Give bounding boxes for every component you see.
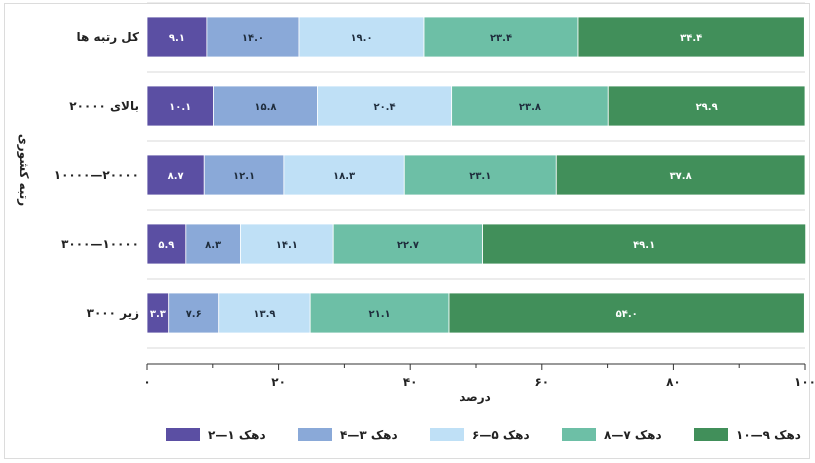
- data-label: ۲۲.۷: [397, 240, 419, 251]
- data-label: ۵۴.۰: [616, 309, 638, 320]
- legend-swatch: [298, 428, 332, 441]
- bar-segment: [298, 16, 425, 58]
- x-axis-title: درصد: [459, 390, 491, 404]
- tick-label: ۴۰: [403, 375, 418, 389]
- data-label: ۱۴.۱: [276, 240, 298, 251]
- bar-segment: [218, 292, 311, 334]
- data-label: ۹.۱: [169, 33, 185, 44]
- bar-segment: [146, 85, 214, 127]
- data-label: ۱۳.۹: [253, 309, 275, 320]
- legend-swatch: [694, 428, 728, 441]
- category-label: ۳۰۰۰—۱۰۰۰۰: [61, 237, 139, 251]
- bar-segment: [423, 16, 579, 58]
- tick-label: ۲۰: [271, 375, 286, 389]
- data-label: ۵.۹: [158, 240, 174, 251]
- tick-label: ۶۰: [534, 375, 549, 389]
- data-label: ۱۸.۳: [333, 171, 355, 182]
- tick-label: ۰: [143, 375, 150, 389]
- legend-label: دهک ۷—۸: [604, 428, 662, 442]
- legend-label: دهک ۹—۱۰: [736, 428, 801, 442]
- bar-segment: [451, 85, 609, 127]
- bar-segment: [146, 223, 187, 265]
- data-label: ۱۰.۱: [169, 102, 191, 113]
- legend-label: دهک ۵—۶: [472, 428, 530, 442]
- category-label: ۱۰۰۰۰—۲۰۰۰۰: [54, 168, 139, 182]
- bar-segment: [317, 85, 453, 127]
- category-label: بالای ۲۰۰۰۰: [69, 99, 139, 113]
- data-label: ۲۳.۸: [519, 102, 541, 113]
- category-label: کل رتبه ها: [77, 30, 139, 44]
- legend-swatch: [430, 428, 464, 441]
- data-label: ۸.۷: [168, 171, 184, 182]
- data-label: ۳۷.۸: [670, 171, 692, 182]
- data-label: ۲۱.۱: [369, 309, 391, 320]
- legend-swatch: [166, 428, 200, 441]
- bar-segment: [283, 154, 405, 196]
- bar-segment: [309, 292, 450, 334]
- bars: ۹.۱ ۱۴.۰ ۱۹.۰ ۲۳.۴ ۳۴.۴ ۱۰.۱ ۱۵.۸ ۲۰.۴ ۲۳.۸ ۲۹.۹ ۸…: [146, 16, 807, 334]
- data-label: ۲۹.۹: [696, 102, 718, 113]
- bar-segment: [185, 223, 241, 265]
- data-label: ۴۹.۱: [633, 240, 655, 251]
- bar-segment: [146, 154, 205, 196]
- tick-label: ۸۰: [666, 375, 681, 389]
- data-label: ۱۴.۰: [242, 33, 264, 44]
- data-label: ۲۳.۱: [469, 171, 491, 182]
- data-label: ۱۲.۱: [233, 171, 255, 182]
- bar-segment: [213, 85, 318, 127]
- data-label: ۲۳.۴: [490, 33, 512, 44]
- bar-segment: [577, 16, 805, 58]
- data-label: ۷.۶: [186, 309, 202, 320]
- bar-segment: [168, 292, 220, 334]
- category-label: زیر ۳۰۰۰: [87, 306, 139, 320]
- grid: [147, 2, 805, 349]
- bar-segment: [607, 85, 806, 127]
- bar-segment: [203, 154, 285, 196]
- data-label: ۸.۳: [205, 240, 221, 251]
- category-labels: کل رتبه ها بالای ۲۰۰۰۰ ۱۰۰۰۰—۲۰۰۰۰ ۳۰۰۰—۱۰۰…: [54, 30, 139, 320]
- data-label: ۱۵.۸: [254, 102, 276, 113]
- bar-segment: [555, 154, 806, 196]
- legend: دهک ۱—۲ دهک ۳—۴ دهک ۵—۶ دهک ۷—۸ دهک ۹—۱۰: [166, 428, 801, 442]
- x-axis: ۰ ۲۰ ۴۰ ۶۰ ۸۰ ۱۰۰: [143, 363, 815, 389]
- tick-label: ۱۰۰: [794, 375, 815, 389]
- bar-segment: [482, 223, 807, 265]
- data-label: ۳۴.۴: [680, 33, 702, 44]
- legend-label: دهک ۱—۲: [208, 428, 266, 442]
- legend-label: دهک ۳—۴: [340, 428, 398, 442]
- bar-segment: [448, 292, 805, 334]
- data-label: ۳.۳: [150, 309, 166, 320]
- data-label: ۱۹.۰: [350, 33, 372, 44]
- data-label: ۲۰.۴: [373, 102, 395, 113]
- y-axis-title: رتبه کشوری: [16, 134, 31, 206]
- legend-swatch: [562, 428, 596, 441]
